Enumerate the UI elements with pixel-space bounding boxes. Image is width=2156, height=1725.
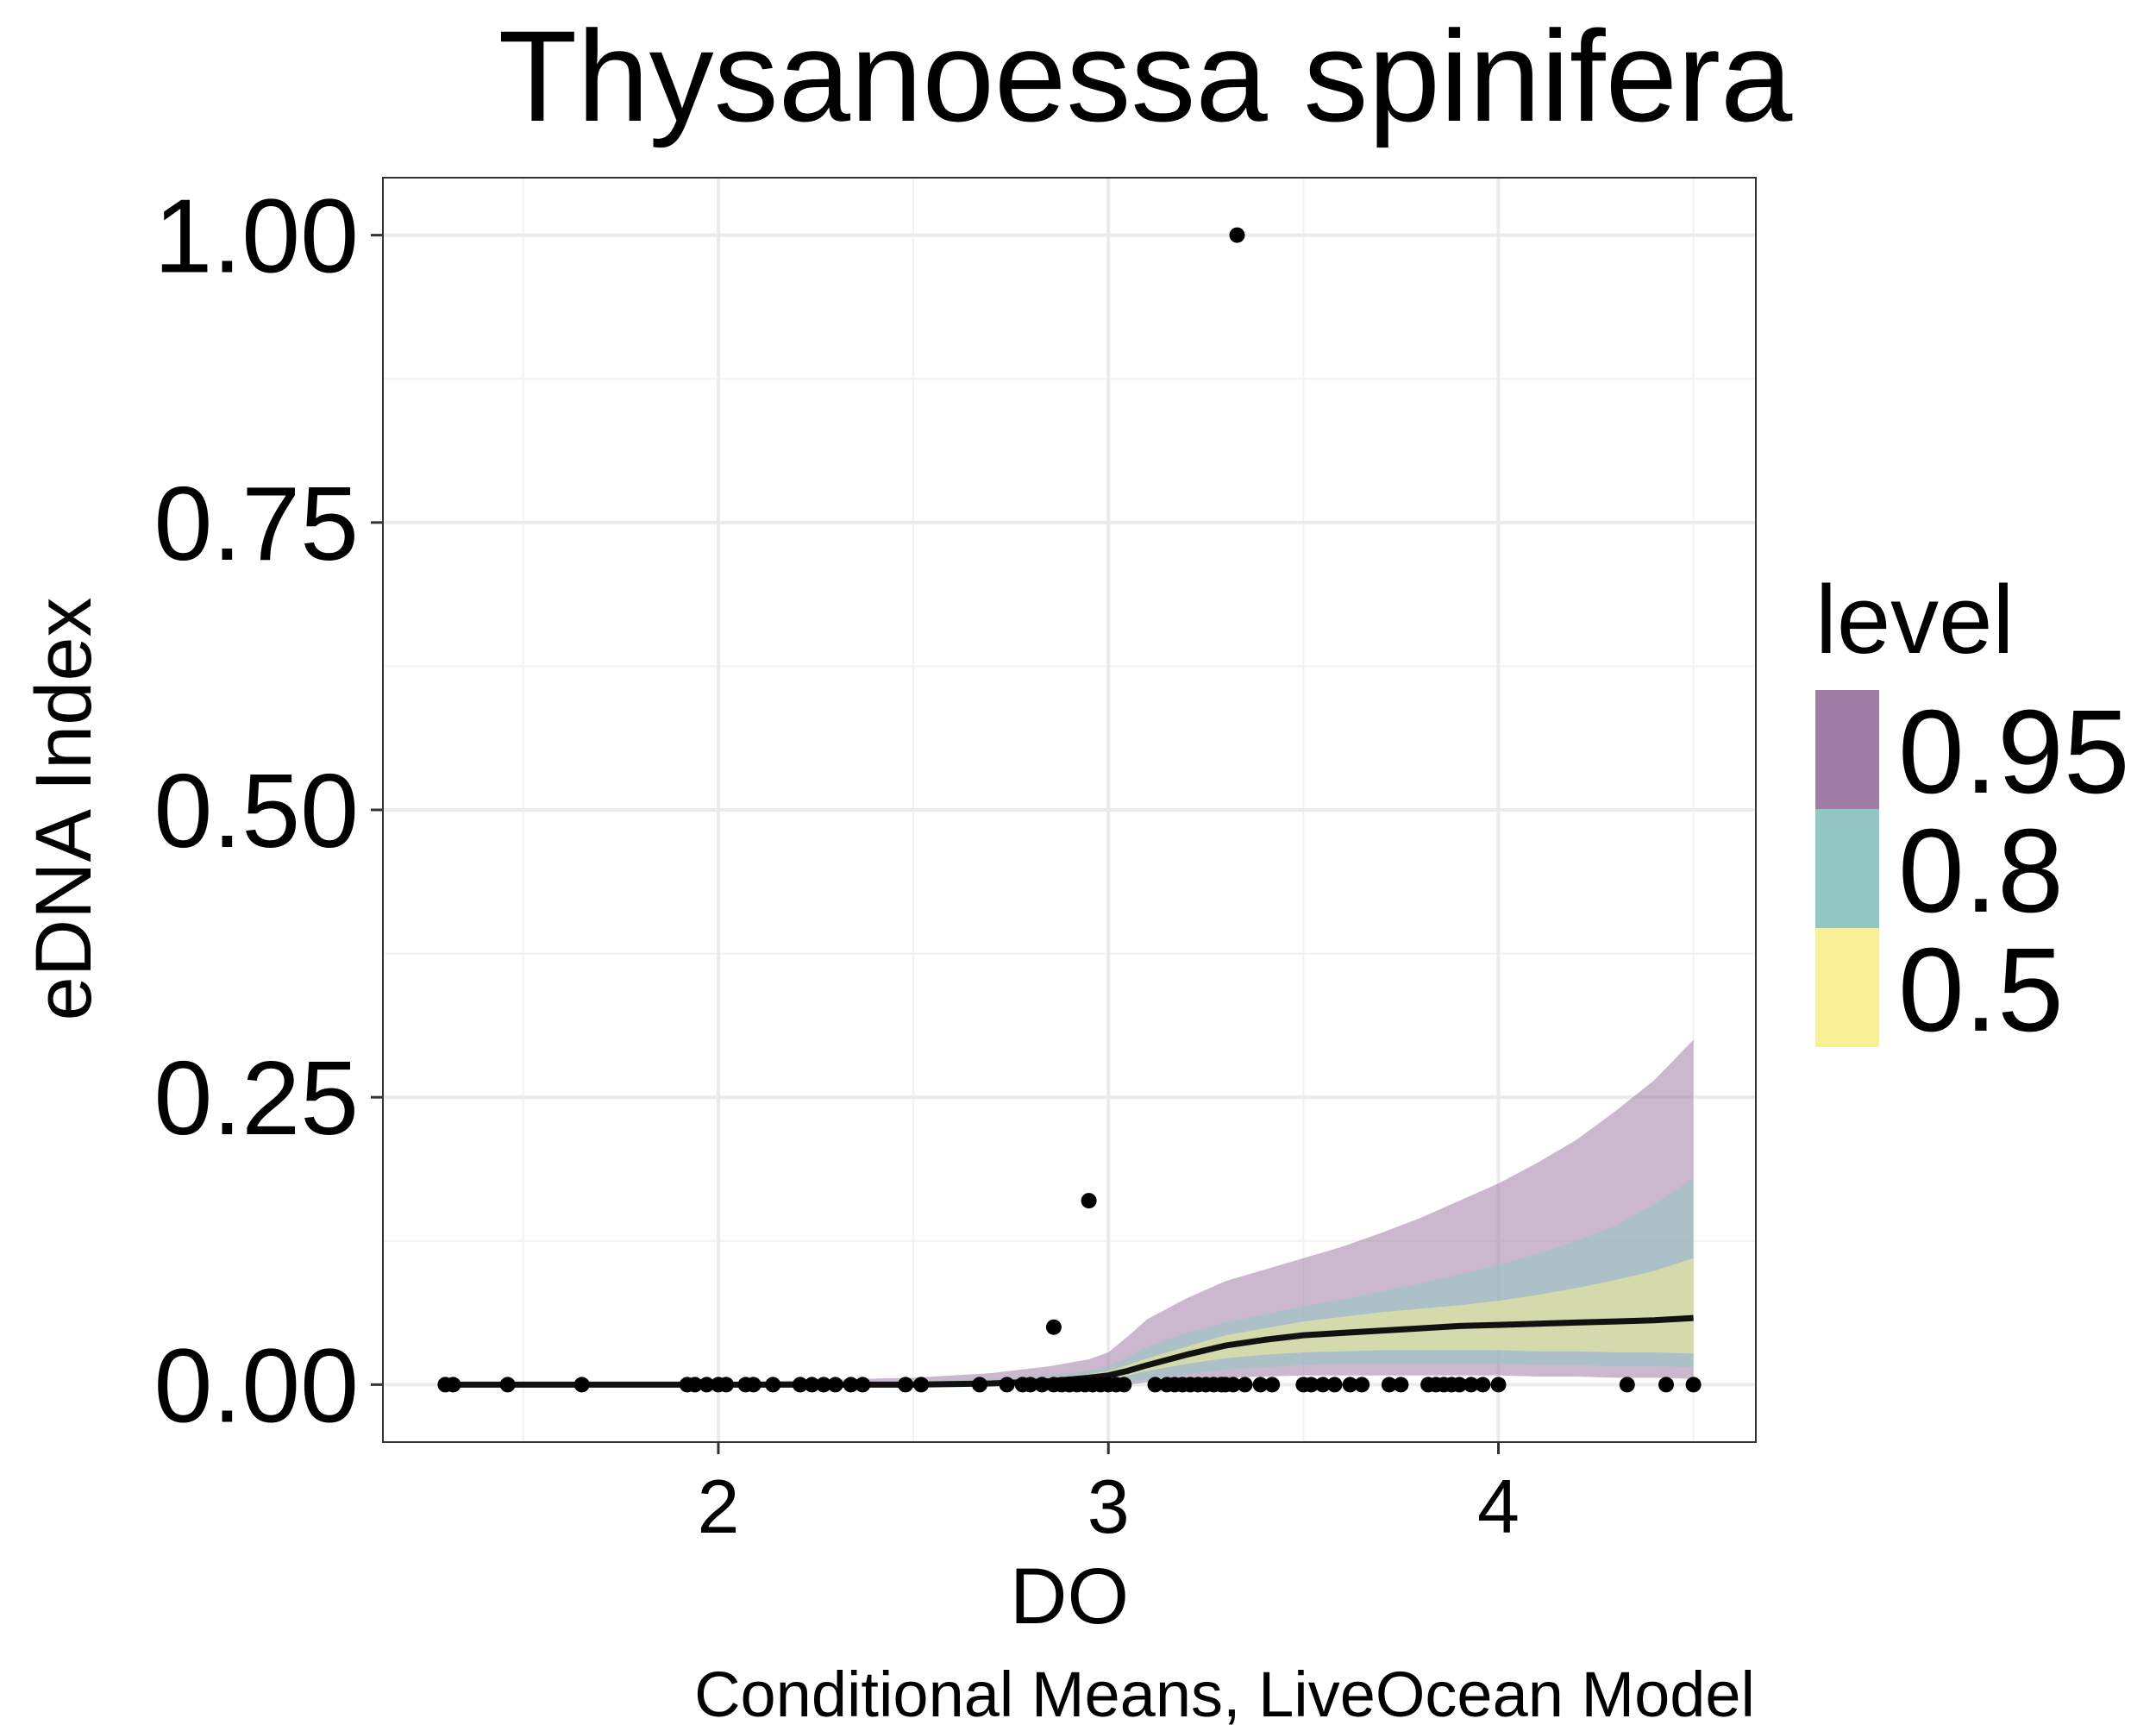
y-tick-label: 0.50 — [154, 752, 359, 869]
data-point — [1225, 1377, 1241, 1393]
axis-ticks — [371, 234, 1500, 1454]
y-tick-label: 1.00 — [154, 178, 359, 295]
data-point — [1252, 1377, 1269, 1393]
y-tick-label: 0.00 — [154, 1327, 359, 1444]
data-point — [1342, 1377, 1358, 1393]
legend-label: 0.95 — [1898, 686, 2130, 819]
data-point — [913, 1377, 930, 1393]
data-point — [1354, 1377, 1370, 1393]
data-point — [445, 1377, 461, 1393]
data-point — [1619, 1377, 1635, 1393]
legend: level 0.950.80.5 — [1815, 566, 2130, 1057]
minor-grid — [383, 178, 1756, 1442]
y-tick-label: 0.75 — [154, 465, 359, 582]
confidence-ribbons — [445, 1039, 1694, 1385]
data-point — [1229, 227, 1245, 243]
x-axis-label: DO — [1010, 1552, 1129, 1640]
data-point — [573, 1377, 590, 1393]
data-point — [699, 1377, 715, 1393]
data-point — [765, 1377, 781, 1393]
observed-points — [437, 227, 1702, 1393]
data-point — [1022, 1377, 1038, 1393]
legend-key-0.95 — [1815, 690, 1879, 809]
data-point — [792, 1377, 808, 1393]
data-point — [686, 1377, 703, 1393]
data-point — [1475, 1377, 1491, 1393]
data-point — [1685, 1377, 1702, 1393]
data-point — [1381, 1377, 1397, 1393]
legend-key-0.5 — [1815, 928, 1879, 1047]
chart-caption: Conditional Means, LiveOcean Model — [694, 1659, 1755, 1725]
data-point — [1237, 1377, 1253, 1393]
data-point — [1147, 1377, 1163, 1393]
data-point — [718, 1377, 734, 1393]
ribbon-0.5 — [445, 1258, 1694, 1385]
legend-keys: 0.950.80.5 — [1815, 686, 2130, 1057]
data-point — [1658, 1377, 1674, 1393]
data-point — [1315, 1377, 1331, 1393]
x-tick-label: 3 — [1087, 1464, 1130, 1549]
data-point — [1393, 1377, 1409, 1393]
data-point — [1081, 1193, 1097, 1209]
tick-labels: 2 3 4 0.00 0.25 0.50 0.75 1.00 — [154, 178, 1520, 1549]
data-point — [827, 1377, 843, 1393]
data-point — [804, 1377, 820, 1393]
data-point — [1045, 1319, 1062, 1335]
data-point — [855, 1377, 871, 1393]
data-point — [1264, 1377, 1281, 1393]
data-point — [999, 1377, 1015, 1393]
y-axis-label: eDNA Index — [20, 598, 108, 1021]
data-point — [1463, 1377, 1479, 1393]
chart-title: Thysanoessa spinifera — [498, 3, 1793, 148]
data-point — [1116, 1377, 1132, 1393]
data-point — [745, 1377, 761, 1393]
data-point — [499, 1377, 516, 1393]
data-point — [1326, 1377, 1343, 1393]
x-tick-label: 2 — [697, 1464, 739, 1549]
legend-title: level — [1815, 566, 2014, 674]
data-point — [1451, 1377, 1468, 1393]
x-tick-label: 4 — [1477, 1464, 1520, 1549]
data-point — [1303, 1377, 1319, 1393]
legend-label: 0.8 — [1898, 805, 2064, 938]
y-tick-label: 0.25 — [154, 1039, 359, 1157]
data-point — [898, 1377, 913, 1393]
legend-label: 0.5 — [1898, 924, 2064, 1057]
data-point — [1034, 1377, 1050, 1393]
legend-key-0.8 — [1815, 809, 1879, 928]
data-point — [816, 1377, 832, 1393]
data-point — [843, 1377, 859, 1393]
data-point — [1490, 1377, 1507, 1393]
data-point — [972, 1377, 987, 1393]
